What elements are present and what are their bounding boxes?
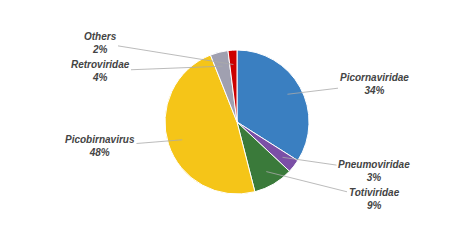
svg-text:Pneumoviridae3%: Pneumoviridae3% <box>338 159 410 183</box>
svg-text:Others2%: Others2% <box>84 31 117 55</box>
svg-text:Totiviridae9%: Totiviridae9% <box>349 187 400 211</box>
svg-text:Picornaviridae34%: Picornaviridae34% <box>340 72 409 96</box>
svg-text:Picobirnavirus48%: Picobirnavirus48% <box>65 134 135 158</box>
svg-text:Retroviridae4%: Retroviridae4% <box>71 59 130 83</box>
